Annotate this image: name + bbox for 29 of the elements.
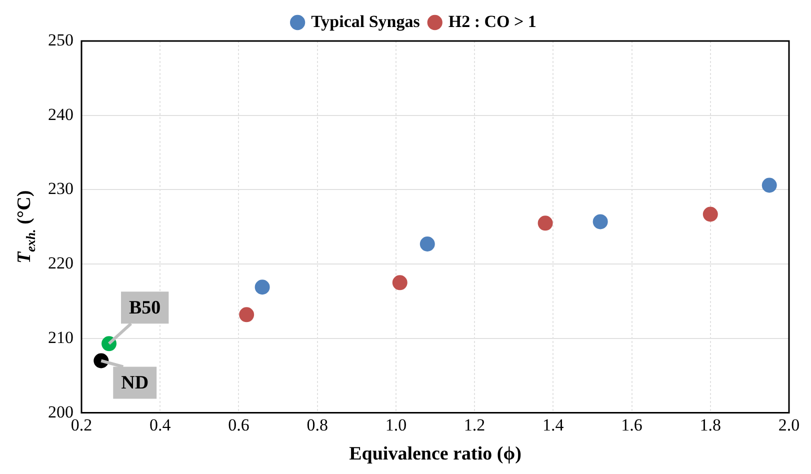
x-tick-label: 0.4 bbox=[149, 415, 172, 434]
point bbox=[392, 275, 408, 290]
y-tick-label: 210 bbox=[48, 328, 74, 347]
point bbox=[592, 214, 608, 230]
x-tick-label: 2.0 bbox=[778, 415, 800, 434]
point bbox=[702, 206, 718, 222]
x-axis-title: Equivalence ratio (ϕ) bbox=[349, 444, 522, 465]
annotation: ND bbox=[121, 372, 149, 394]
point bbox=[538, 216, 553, 231]
y-tick-label: 230 bbox=[48, 179, 74, 198]
y-axis-title: Texh. (°C) bbox=[14, 190, 38, 264]
point bbox=[420, 236, 435, 252]
y-tick-label: 250 bbox=[48, 30, 74, 50]
x-tick-label: 0.8 bbox=[306, 415, 328, 434]
x-tick-label: 1.8 bbox=[700, 415, 722, 434]
x-tick-label: 1.2 bbox=[464, 415, 486, 434]
x-tick-label: 1.4 bbox=[542, 415, 564, 434]
x-tick-label: 0.6 bbox=[228, 415, 250, 434]
y-tick-label: 200 bbox=[48, 402, 74, 422]
legend-label: Typical Syngas bbox=[311, 12, 420, 31]
x-tick-label: 1.6 bbox=[621, 415, 642, 434]
y-tick-label: 240 bbox=[48, 104, 74, 124]
y-tick-label: 220 bbox=[48, 254, 74, 273]
legend-label: H2 : CO > 1 bbox=[448, 12, 536, 31]
annotation: B50 bbox=[129, 298, 161, 319]
point bbox=[254, 280, 270, 295]
x-tick-label: 1.0 bbox=[385, 415, 407, 434]
point bbox=[239, 307, 254, 322]
point bbox=[762, 178, 777, 193]
